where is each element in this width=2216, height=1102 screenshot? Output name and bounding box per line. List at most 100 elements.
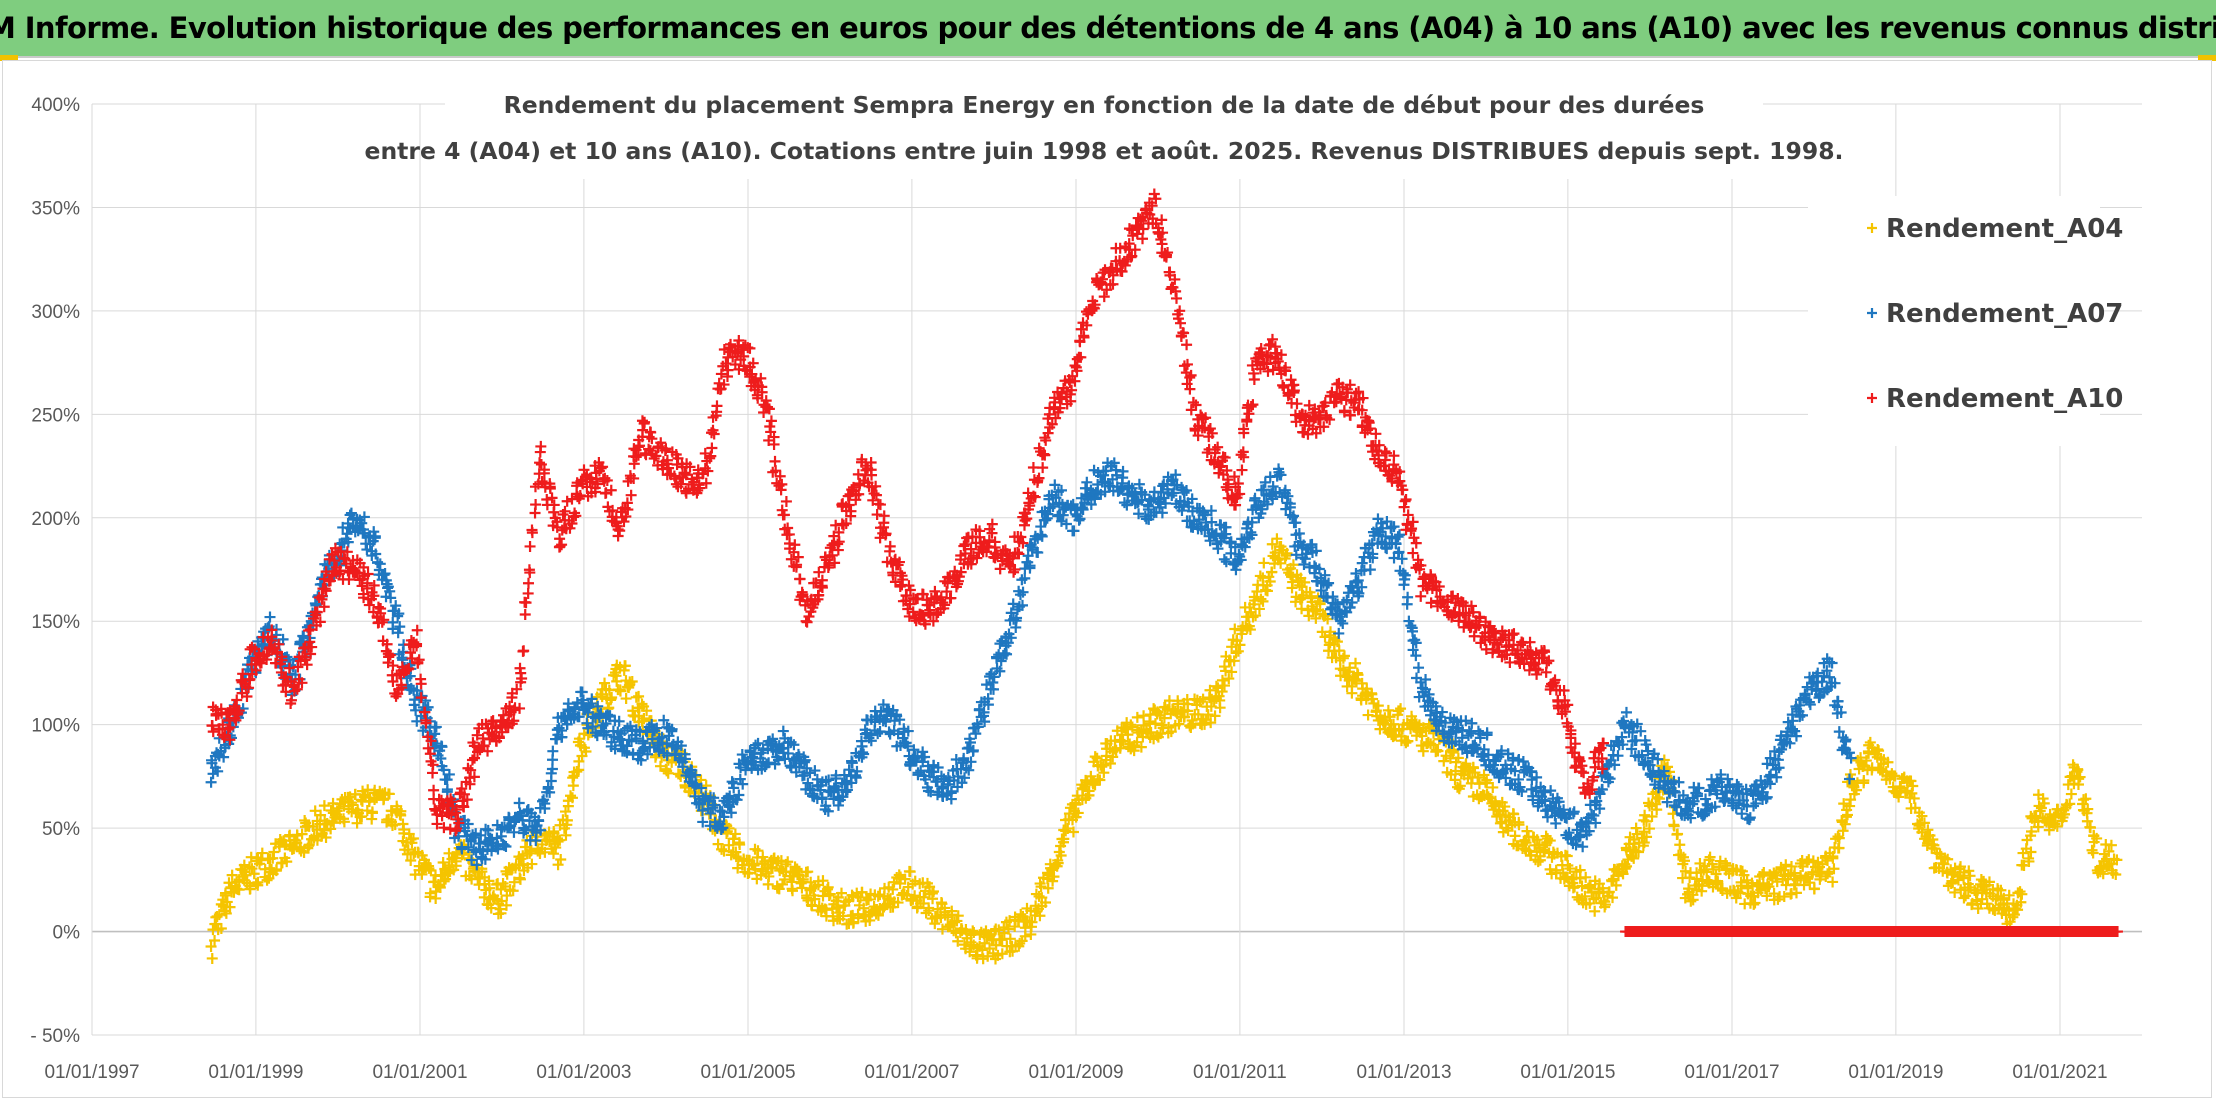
- point-series-1: [964, 946, 976, 958]
- point-series-1: [909, 890, 921, 902]
- point-series-1: [990, 939, 1002, 951]
- point-series-1: [1149, 718, 1161, 730]
- point-series-1: [1034, 910, 1046, 922]
- point-series-1: [996, 948, 1008, 960]
- point-series-1: [377, 794, 389, 806]
- point-series-1: [1039, 896, 1051, 908]
- point-series-3: [427, 767, 439, 779]
- point-series-1: [733, 837, 745, 849]
- point-series-1: [434, 881, 446, 893]
- point-series-1: [1117, 735, 1129, 747]
- point-series-1: [1378, 714, 1390, 726]
- point-series-1: [661, 765, 673, 777]
- point-series-1: [1352, 669, 1364, 681]
- point-series-1: [1508, 808, 1520, 820]
- point-series-3: [711, 400, 723, 412]
- x-axis-ticks: 01/01/1997 01/01/1999 01/01/2001 01/01/2003…: [44, 1062, 2107, 1083]
- point-series-1: [1014, 937, 1026, 949]
- point-series-1: [256, 847, 268, 859]
- point-series-1: [1250, 610, 1262, 622]
- point-series-1: [1104, 757, 1116, 769]
- point-series-2: [726, 776, 738, 788]
- corner-mark-right: [2198, 55, 2216, 61]
- point-series-1: [614, 685, 626, 697]
- point-series-1: [472, 873, 484, 885]
- point-series-3: [1248, 373, 1260, 385]
- point-series-1: [1205, 717, 1217, 729]
- point-series-1: [261, 874, 273, 886]
- point-series-1: [394, 809, 406, 821]
- point-series-1: [1122, 729, 1134, 741]
- point-series-1: [539, 846, 551, 858]
- point-series-1: [1182, 705, 1194, 717]
- point-series-2: [1413, 662, 1425, 674]
- point-series-1: [361, 805, 373, 817]
- point-series-2: [1364, 564, 1376, 576]
- point-series-1: [1228, 655, 1240, 667]
- point-series-1: [1062, 822, 1074, 834]
- point-series-1: [318, 800, 330, 812]
- point-series-1: [936, 923, 948, 935]
- point-series-1: [1223, 673, 1235, 685]
- point-series-3: [517, 645, 529, 657]
- point-series-1: [1058, 833, 1070, 845]
- point-series-1: [1827, 876, 1839, 888]
- point-series-1: [1452, 752, 1464, 764]
- point-series-1: [1135, 741, 1147, 753]
- point-series-1: [565, 790, 577, 802]
- point-series-1: [423, 862, 435, 874]
- point-series-1: [366, 806, 378, 818]
- point-series-1: [1296, 603, 1308, 615]
- point-series-1: [1521, 825, 1533, 837]
- point-series-2: [1392, 531, 1404, 543]
- point-series-3: [411, 624, 423, 636]
- point-series-1: [1531, 834, 1543, 846]
- point-series-1: [979, 937, 991, 949]
- point-series-1: [484, 882, 496, 894]
- chart-frame: [2, 60, 2212, 1098]
- point-series-1: [831, 902, 843, 914]
- point-series-1: [1500, 822, 1512, 834]
- point-series-1: [224, 901, 236, 913]
- x-tick-label: 01/01/2019: [1848, 1062, 1943, 1083]
- point-series-1: [205, 941, 217, 953]
- point-series-3: [884, 540, 896, 552]
- point-series-1: [1015, 908, 1027, 920]
- point-series-1: [1004, 933, 1016, 945]
- point-series-1: [1226, 666, 1238, 678]
- point-series-1: [274, 841, 286, 853]
- point-series-1: [918, 891, 930, 903]
- point-series-1: [1482, 791, 1494, 803]
- point-series-1: [1089, 751, 1101, 763]
- point-series-1: [561, 814, 573, 826]
- point-series-3: [554, 533, 566, 545]
- point-series-1: [1178, 711, 1190, 723]
- point-series-1: [1790, 887, 1802, 899]
- point-series-1: [856, 886, 868, 898]
- point-series-1: [1165, 726, 1177, 738]
- point-series-1: [1350, 657, 1362, 669]
- point-series-1: [1509, 830, 1521, 842]
- point-series-1: [325, 823, 337, 835]
- point-series-1: [1257, 595, 1269, 607]
- point-series-1: [626, 675, 638, 687]
- point-series-1: [246, 863, 258, 875]
- x-tick-label: 01/01/2009: [1028, 1062, 1123, 1083]
- point-series-1: [1204, 684, 1216, 696]
- point-series-1: [1502, 825, 1514, 837]
- point-series-3: [522, 577, 534, 589]
- x-tick-label: 01/01/2015: [1520, 1062, 1615, 1083]
- point-series-2: [1748, 800, 1760, 812]
- point-series-2: [1577, 841, 1589, 853]
- point-series-1: [1131, 711, 1143, 723]
- point-series-1: [951, 915, 963, 927]
- point-series-1: [2086, 844, 2098, 856]
- point-series-1: [440, 873, 452, 885]
- point-series-2: [1298, 559, 1310, 571]
- y-tick-label: 150%: [31, 612, 80, 633]
- point-series-1: [1392, 705, 1404, 717]
- point-series-1: [1858, 775, 1870, 787]
- point-series-1: [349, 789, 361, 801]
- point-series-3: [639, 416, 651, 428]
